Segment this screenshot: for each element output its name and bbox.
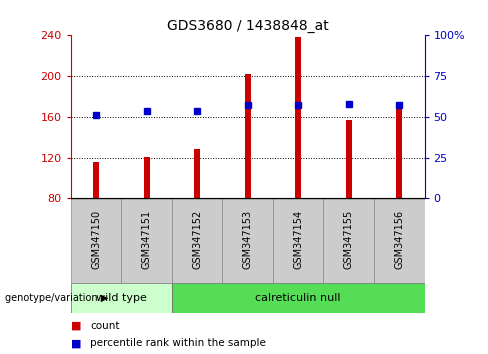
Bar — [396, 107, 402, 198]
Bar — [172, 283, 425, 313]
Title: GDS3680 / 1438848_at: GDS3680 / 1438848_at — [167, 19, 328, 33]
Bar — [324, 198, 374, 283]
Text: GSM347156: GSM347156 — [394, 210, 404, 269]
Text: count: count — [90, 321, 120, 331]
Bar — [71, 283, 172, 313]
Text: calreticulin null: calreticulin null — [255, 293, 341, 303]
Bar — [346, 120, 352, 198]
Text: GSM347151: GSM347151 — [142, 210, 152, 269]
Bar — [172, 198, 223, 283]
Bar — [374, 198, 425, 283]
Text: GSM347150: GSM347150 — [91, 210, 101, 269]
Text: ■: ■ — [71, 321, 81, 331]
Bar — [122, 198, 172, 283]
Bar — [295, 38, 301, 198]
Text: GSM347154: GSM347154 — [293, 210, 303, 269]
Bar — [273, 198, 324, 283]
Text: ■: ■ — [71, 338, 81, 348]
Text: GSM347152: GSM347152 — [192, 210, 202, 269]
Text: GSM347153: GSM347153 — [243, 210, 253, 269]
Bar — [244, 74, 251, 198]
Bar — [93, 161, 99, 198]
Text: wild type: wild type — [96, 293, 147, 303]
Text: percentile rank within the sample: percentile rank within the sample — [90, 338, 266, 348]
Bar — [143, 156, 150, 198]
Bar — [71, 198, 122, 283]
Bar — [194, 149, 200, 198]
Bar — [223, 198, 273, 283]
Text: genotype/variation ▶: genotype/variation ▶ — [5, 293, 108, 303]
Text: GSM347155: GSM347155 — [344, 210, 354, 269]
